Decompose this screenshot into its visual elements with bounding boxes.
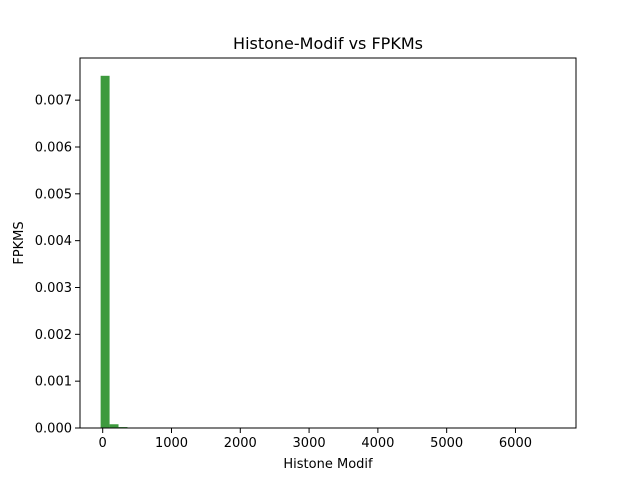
x-tick-label: 5000	[430, 436, 463, 451]
y-tick-label: 0.003	[35, 281, 72, 296]
plot-frame	[79, 57, 577, 429]
y-tick-label: 0.006	[35, 140, 72, 155]
y-tick-label: 0.005	[35, 187, 72, 202]
x-tick-label: 0	[99, 436, 107, 451]
histogram-bar-1	[109, 424, 119, 428]
y-axis-label: FPKMS	[12, 221, 27, 264]
y-tick-label: 0.000	[35, 422, 72, 437]
histogram-bar-0	[100, 75, 110, 428]
y-axis-ticks: 0.000 0.001 0.002 0.003 0.004 0.005 0.006 0.007	[35, 94, 80, 437]
x-axis-label: Histone Modif	[283, 457, 373, 472]
chart-title: Histone-Modif vs FPKMs	[233, 34, 423, 53]
x-tick-label: 2000	[224, 436, 257, 451]
x-tick-label: 6000	[499, 436, 532, 451]
x-axis-ticks: 0 1000 2000 3000 4000 5000 6000	[99, 428, 532, 451]
x-tick-label: 3000	[293, 436, 326, 451]
y-tick-label: 0.004	[35, 234, 72, 249]
bars-group	[100, 75, 128, 428]
y-tick-label: 0.001	[35, 375, 72, 390]
y-tick-label: 0.002	[35, 328, 72, 343]
x-tick-label: 4000	[361, 436, 394, 451]
y-tick-label: 0.007	[35, 94, 72, 109]
x-tick-label: 1000	[155, 436, 188, 451]
